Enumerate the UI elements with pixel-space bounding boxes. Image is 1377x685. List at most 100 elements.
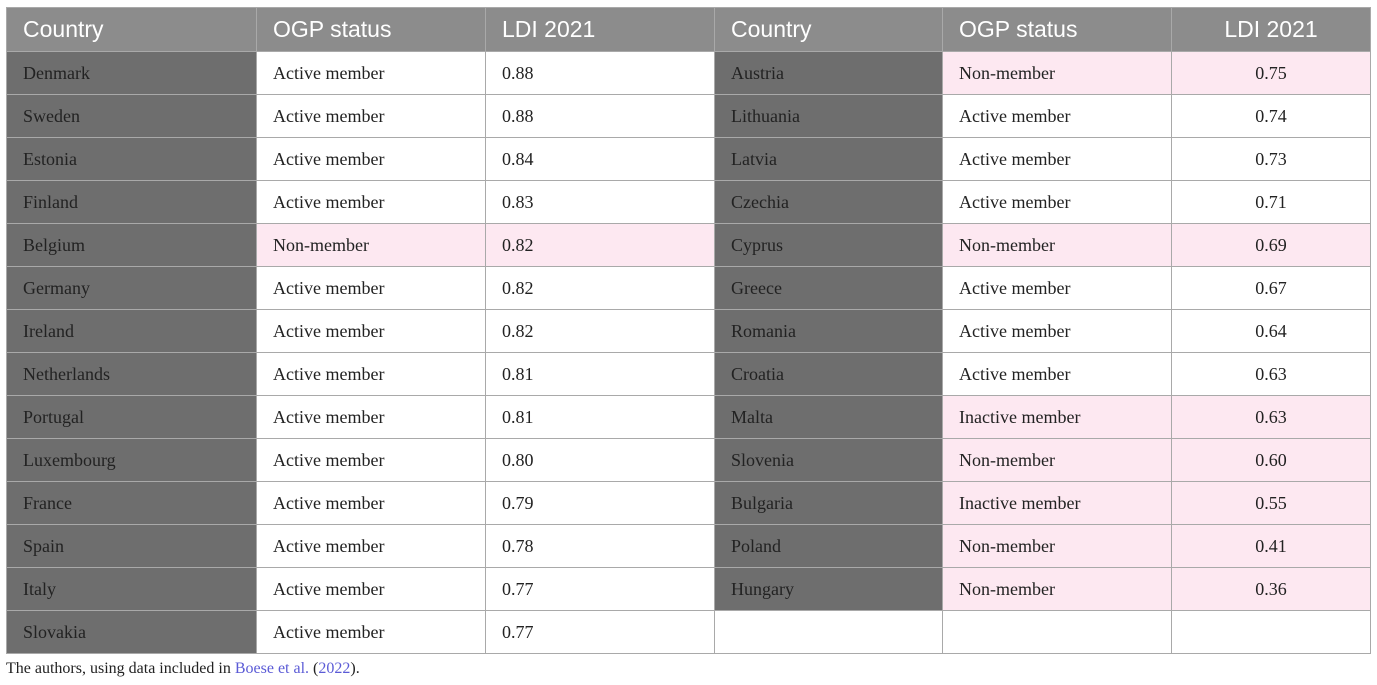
ogp-status-cell-right: Active member — [942, 94, 1172, 138]
country-cell-right: Cyprus — [714, 223, 943, 267]
ldi-cell-right: 0.41 — [1171, 524, 1371, 568]
country-cell-right: Latvia — [714, 137, 943, 181]
ogp-status-cell-right: Active member — [942, 180, 1172, 224]
ldi-cell-left: 0.78 — [485, 524, 715, 568]
ogp-status-cell-left: Active member — [256, 266, 486, 310]
ldi-cell-right: 0.73 — [1171, 137, 1371, 181]
table-header-row: Country OGP status LDI 2021 Country OGP … — [6, 7, 1371, 52]
ldi-cell-right — [1171, 610, 1371, 654]
ogp-status-cell-left: Non-member — [256, 223, 486, 267]
country-cell-left: Sweden — [6, 94, 257, 138]
table-row: Portugal Active member 0.81 Malta Inactive m… — [6, 395, 1371, 439]
ldi-cell-left: 0.88 — [485, 51, 715, 95]
ogp-status-cell-left: Active member — [256, 567, 486, 611]
ogp-status-cell-right: Inactive member — [942, 481, 1172, 525]
country-cell-right: Poland — [714, 524, 943, 568]
table-row: Finland Active member 0.83 Czechia Active me… — [6, 180, 1371, 224]
country-cell-left: France — [6, 481, 257, 525]
country-cell-left: Finland — [6, 180, 257, 224]
country-cell-left: Spain — [6, 524, 257, 568]
ogp-status-cell-right: Non-member — [942, 51, 1172, 95]
ogp-status-cell-right: Active member — [942, 266, 1172, 310]
country-cell-right — [714, 610, 943, 654]
country-cell-right: Greece — [714, 266, 943, 310]
ogp-status-cell-left: Active member — [256, 481, 486, 525]
table-row: Estonia Active member 0.84 Latvia Active mem… — [6, 137, 1371, 181]
table-row: France Active member 0.79 Bulgaria Inactive … — [6, 481, 1371, 525]
country-cell-left: Denmark — [6, 51, 257, 95]
country-cell-right: Czechia — [714, 180, 943, 224]
ogp-status-cell-left: Active member — [256, 438, 486, 482]
ldi-cell-left: 0.88 — [485, 94, 715, 138]
country-cell-right: Romania — [714, 309, 943, 353]
ldi-cell-left: 0.81 — [485, 352, 715, 396]
country-cell-right: Slovenia — [714, 438, 943, 482]
ogp-status-cell-left: Active member — [256, 94, 486, 138]
ogp-status-cell-right: Non-member — [942, 223, 1172, 267]
ldi-cell-left: 0.82 — [485, 309, 715, 353]
country-cell-left: Portugal — [6, 395, 257, 439]
ldi-cell-left: 0.81 — [485, 395, 715, 439]
ldi-cell-right: 0.63 — [1171, 352, 1371, 396]
country-cell-right: Austria — [714, 51, 943, 95]
country-cell-right: Malta — [714, 395, 943, 439]
country-cell-left: Belgium — [6, 223, 257, 267]
ogp-status-cell-right: Non-member — [942, 524, 1172, 568]
header-ogp-status-right: OGP status — [942, 7, 1172, 52]
country-cell-left: Netherlands — [6, 352, 257, 396]
table-row: Luxembourg Active member 0.80 Slovenia Non-m… — [6, 438, 1371, 482]
table-row: Netherlands Active member 0.81 Croatia Activ… — [6, 352, 1371, 396]
ldi-cell-left: 0.79 — [485, 481, 715, 525]
ogp-status-cell-left: Active member — [256, 524, 486, 568]
country-cell-left: Slovakia — [6, 610, 257, 654]
table-row: Italy Active member 0.77 Hungary Non-member 0… — [6, 567, 1371, 611]
table-body: Denmark Active member 0.88 Austria Non-membe… — [6, 51, 1371, 654]
ldi-cell-right: 0.67 — [1171, 266, 1371, 310]
table-row: Ireland Active member 0.82 Romania Active me… — [6, 309, 1371, 353]
header-ldi-left: LDI 2021 — [485, 7, 715, 52]
table-caption: The authors, using data included in Boes… — [6, 660, 360, 678]
ldi-cell-left: 0.80 — [485, 438, 715, 482]
header-country-left: Country — [6, 7, 257, 52]
ldi-cell-right: 0.63 — [1171, 395, 1371, 439]
ldi-cell-right: 0.75 — [1171, 51, 1371, 95]
ogp-ldi-table-container: Country OGP status LDI 2021 Country OGP … — [6, 7, 1371, 654]
country-cell-left: Luxembourg — [6, 438, 257, 482]
table-row: Slovakia Active member 0.77 — [6, 610, 1371, 654]
ldi-cell-right: 0.60 — [1171, 438, 1371, 482]
ldi-cell-right: 0.74 — [1171, 94, 1371, 138]
caption-middle: ( — [309, 660, 319, 677]
citation-year-link[interactable]: 2022 — [318, 660, 351, 677]
table-row: Belgium Non-member 0.82 Cyprus Non-member 0.6… — [6, 223, 1371, 267]
ldi-cell-left: 0.77 — [485, 610, 715, 654]
ogp-status-cell-left: Active member — [256, 180, 486, 224]
country-cell-right: Croatia — [714, 352, 943, 396]
ogp-status-cell-right: Active member — [942, 137, 1172, 181]
ldi-cell-right: 0.71 — [1171, 180, 1371, 224]
ldi-cell-left: 0.82 — [485, 223, 715, 267]
country-cell-right: Lithuania — [714, 94, 943, 138]
table-row: Sweden Active member 0.88 Lithuania Active m… — [6, 94, 1371, 138]
country-cell-right: Bulgaria — [714, 481, 943, 525]
ogp-status-cell-right: Inactive member — [942, 395, 1172, 439]
country-cell-left: Italy — [6, 567, 257, 611]
caption-prefix: The authors, using data included in — [6, 660, 235, 677]
ogp-status-cell-left: Active member — [256, 352, 486, 396]
ogp-ldi-table: Country OGP status LDI 2021 Country OGP … — [6, 7, 1371, 654]
ogp-status-cell-right: Active member — [942, 352, 1172, 396]
citation-link[interactable]: Boese et al. — [234, 660, 310, 677]
country-cell-left: Germany — [6, 266, 257, 310]
table-row: Germany Active member 0.82 Greece Active mem… — [6, 266, 1371, 310]
header-ldi-right: LDI 2021 — [1171, 7, 1371, 52]
ldi-cell-right: 0.64 — [1171, 309, 1371, 353]
ogp-status-cell-left: Active member — [256, 395, 486, 439]
country-cell-left: Estonia — [6, 137, 257, 181]
ogp-status-cell-right — [942, 610, 1172, 654]
ogp-status-cell-left: Active member — [256, 309, 486, 353]
country-cell-right: Hungary — [714, 567, 943, 611]
ogp-status-cell-left: Active member — [256, 137, 486, 181]
country-cell-left: Ireland — [6, 309, 257, 353]
ldi-cell-right: 0.36 — [1171, 567, 1371, 611]
header-country-right: Country — [714, 7, 943, 52]
ogp-status-cell-left: Active member — [256, 610, 486, 654]
